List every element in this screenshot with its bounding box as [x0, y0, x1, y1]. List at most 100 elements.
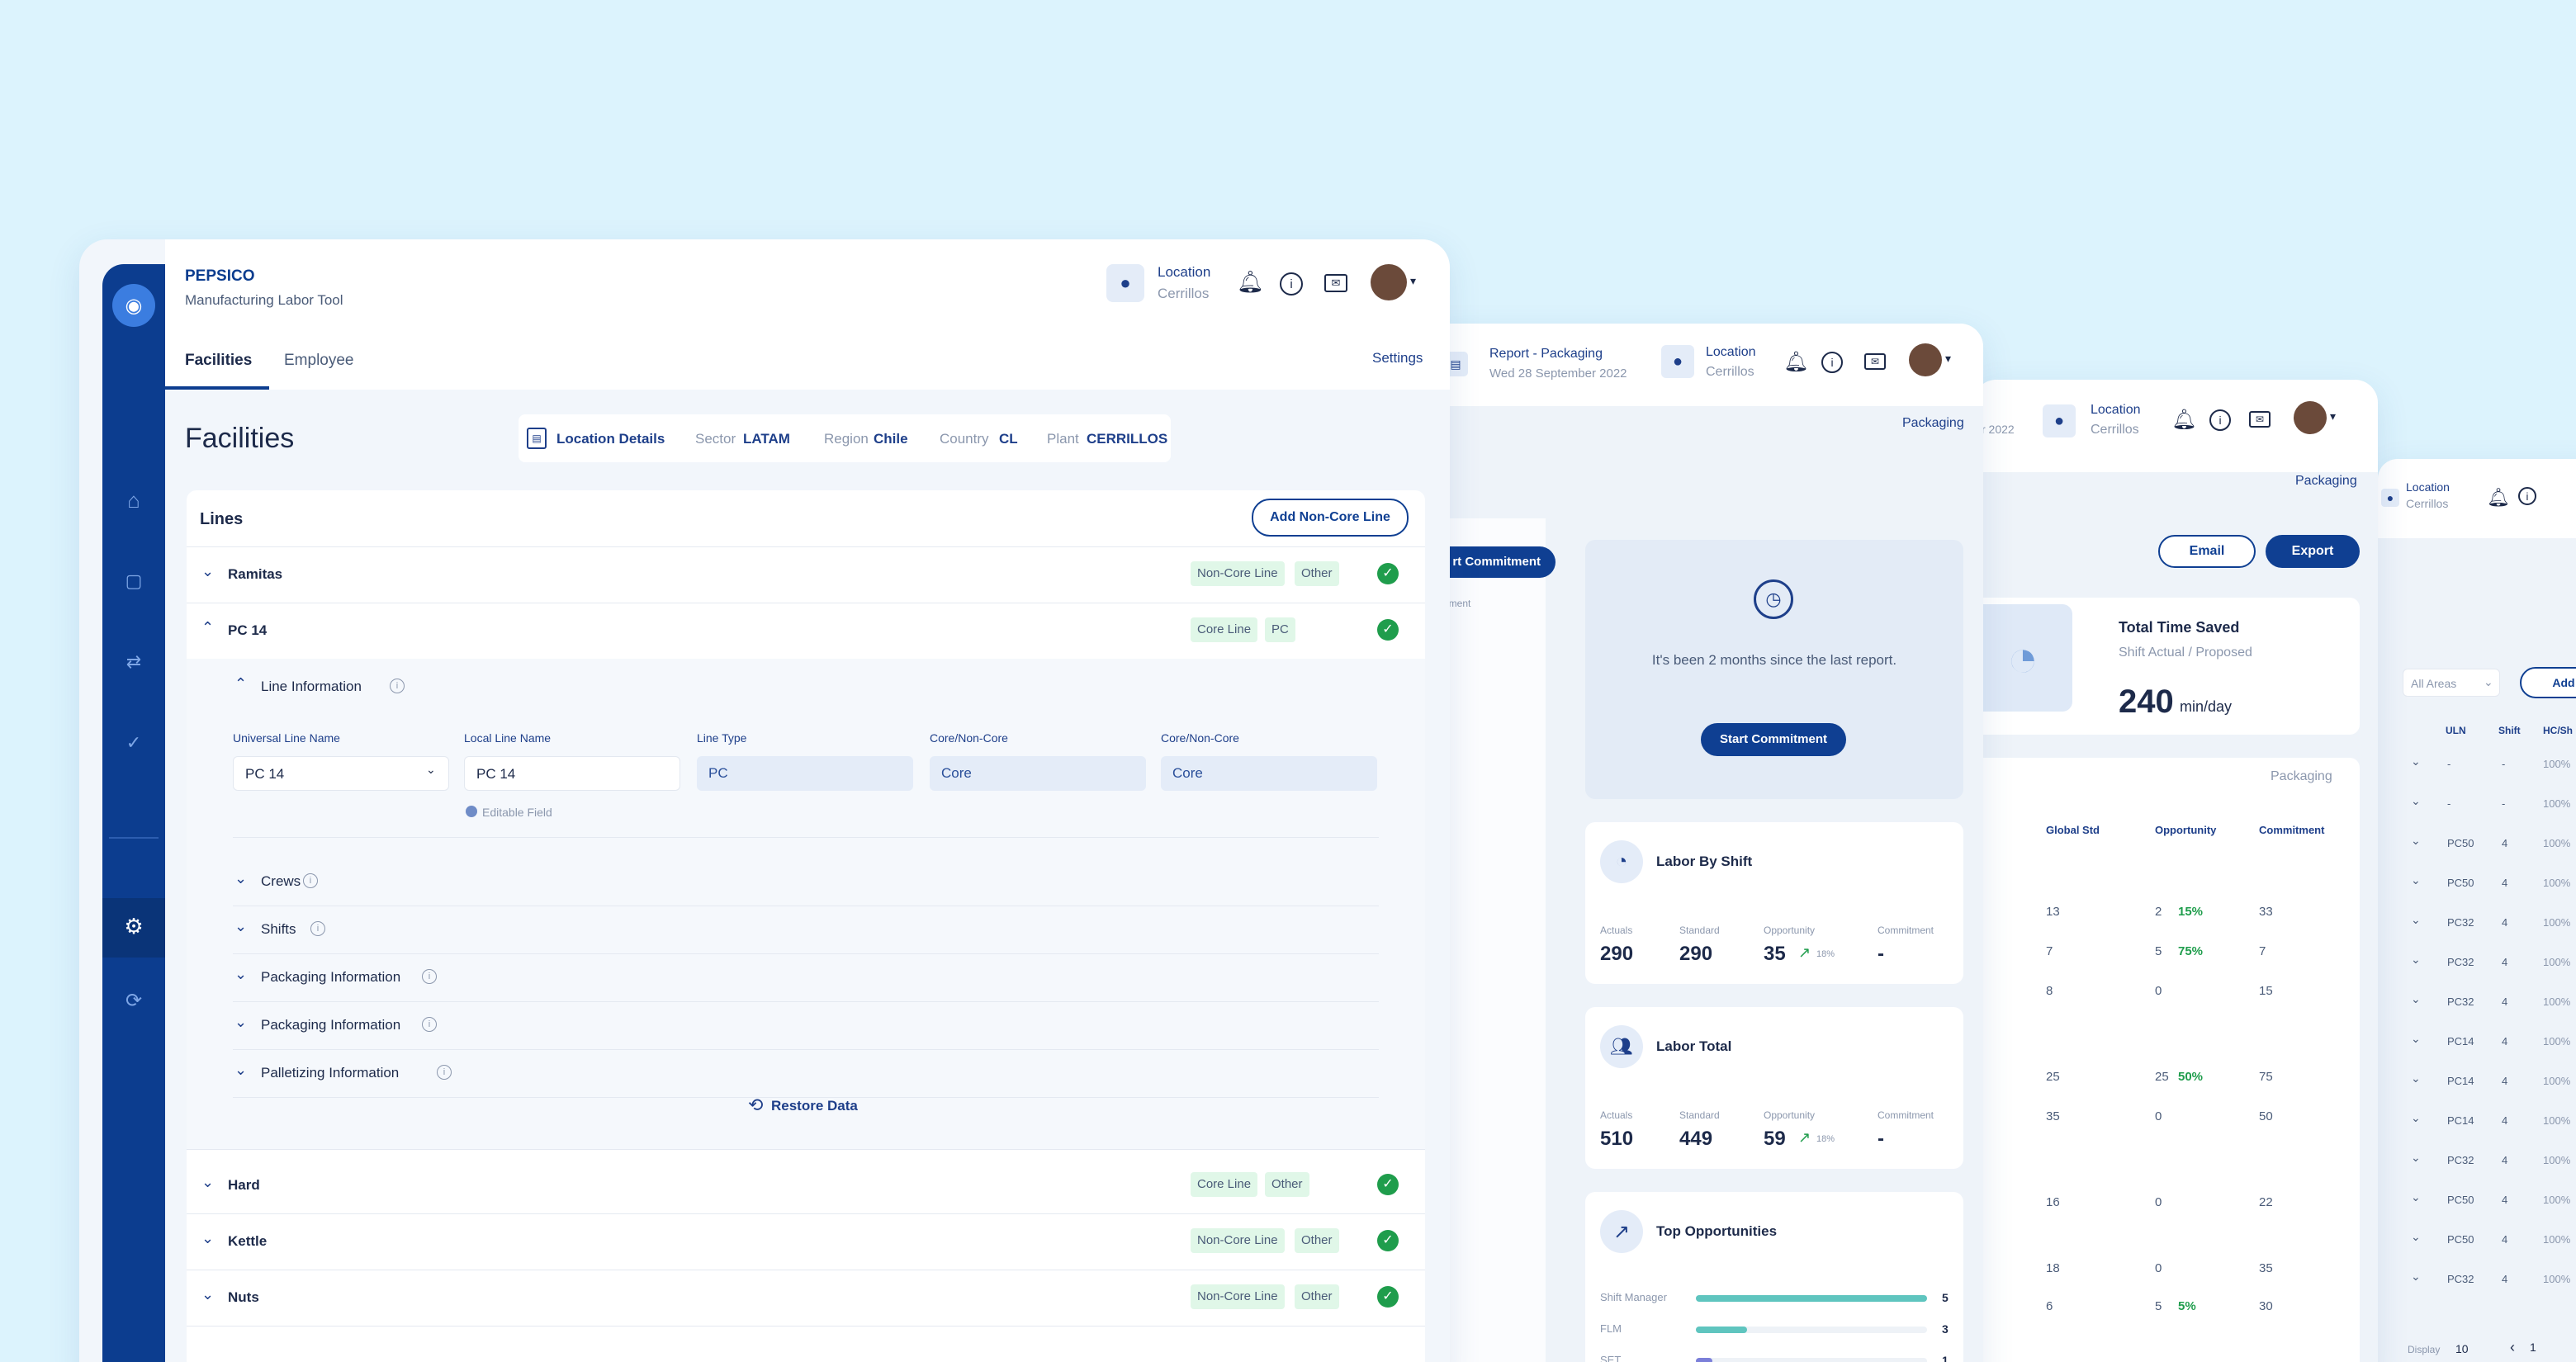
trend-up-icon: ↗ [1798, 944, 1811, 961]
info-icon: i [303, 873, 318, 888]
info-icon[interactable]: i [1821, 352, 1843, 373]
chevron-down-icon[interactable]: ⌄ [2411, 834, 2421, 847]
chevron-up-icon[interactable]: ⌃ [234, 675, 248, 692]
chevron-down-icon[interactable]: ⌄ [2411, 953, 2421, 966]
commitment-cell: 33 [2259, 905, 2273, 919]
hc-cell: 100% [2543, 1035, 2571, 1048]
line-type-tag: PC [1265, 617, 1295, 642]
chevron-down-icon[interactable]: ⌄ [2411, 1270, 2421, 1283]
uln-cell: PC32 [2447, 1273, 2474, 1285]
section-row[interactable]: ⌄ Palletizing Information i [187, 1050, 1425, 1098]
line-row-pc14[interactable]: ⌃ PC 14 Core Line PC ✓ [187, 603, 1425, 659]
actuals-value: 510 [1600, 1128, 1634, 1150]
chevron-down-icon[interactable]: ▾ [1945, 352, 1952, 365]
chevron-down-icon[interactable]: ⌄ [2411, 1111, 2421, 1124]
opportunity-value: 1 [1942, 1354, 1949, 1362]
filter-select[interactable] [2403, 669, 2500, 697]
opportunity-label: FLM [1600, 1322, 1622, 1335]
line-row-kettle[interactable]: ⌄ Kettle Non-Core Line Other ✓ [187, 1213, 1425, 1270]
opportunity-pct: 18% [1816, 949, 1835, 959]
chevron-down-icon[interactable]: ⌄ [2411, 992, 2421, 1005]
row-divider [233, 1049, 1379, 1050]
top-bar [1422, 324, 1983, 406]
add-button[interactable]: Add C [2520, 667, 2576, 698]
chevron-down-icon[interactable]: ⌄ [2411, 1032, 2421, 1045]
info-icon[interactable]: i [2518, 487, 2536, 505]
hc-cell: 100% [2543, 995, 2571, 1008]
restore-data-link[interactable]: Restore Data [771, 1098, 858, 1114]
line-row-hard[interactable]: ⌄ Hard Core Line Other ✓ [187, 1157, 1425, 1213]
start-commitment-button[interactable]: Start Commitment [1701, 723, 1846, 756]
tab-facilities[interactable]: Facilities [185, 352, 253, 369]
chevron-down-icon[interactable]: ⌄ [2411, 913, 2421, 926]
location-value: Cerrillos [2406, 497, 2449, 510]
mail-icon[interactable]: ✉ [1864, 353, 1886, 370]
chevron-down-icon[interactable]: ⌄ [2411, 873, 2421, 887]
line-type-tag: Other [1265, 1172, 1309, 1197]
chevron-down-icon[interactable]: ⌄ [2411, 1151, 2421, 1164]
sync-icon[interactable]: ⟳ [125, 989, 143, 1012]
restore-icon[interactable]: ⟲ [748, 1095, 764, 1115]
mail-icon[interactable]: ✉ [2249, 411, 2271, 428]
info-icon[interactable]: i [1280, 272, 1303, 296]
email-button[interactable]: Email [2158, 535, 2256, 568]
page-number[interactable]: 1 [2530, 1341, 2536, 1354]
sector-value: LATAM [743, 431, 790, 447]
bell-icon[interactable]: 🔔︎ [2171, 409, 2197, 431]
universal-line-name-select[interactable]: PC 14 [233, 756, 449, 791]
transfer-icon[interactable]: ⇄ [125, 651, 142, 672]
avatar[interactable] [1909, 343, 1942, 376]
info-icon[interactable]: i [2209, 409, 2231, 431]
uln-cell: PC50 [2447, 837, 2474, 849]
location-pin-icon: ● [2381, 489, 2399, 507]
standard-label: Standard [1679, 925, 1720, 936]
home-icon[interactable]: ⌂ [127, 487, 140, 513]
avatar[interactable] [2294, 401, 2327, 434]
line-name: Hard [228, 1177, 260, 1193]
field-label: Local Line Name [464, 731, 552, 745]
shift-clock-icon: ◔ [1600, 840, 1643, 883]
reminder-card: ◷ It's been 2 months since the last repo… [1585, 540, 1963, 799]
bell-icon[interactable]: 🔔︎ [1237, 269, 1265, 294]
row-divider [233, 837, 1379, 838]
avatar[interactable] [1371, 264, 1407, 300]
bell-icon[interactable]: 🔔︎ [2487, 487, 2510, 508]
local-line-name-input[interactable]: PC 14 [464, 756, 680, 791]
bell-icon[interactable]: 🔔︎ [1783, 351, 1809, 373]
settings-link[interactable]: Settings [1372, 350, 1423, 366]
add-non-core-line-button[interactable]: Add Non-Core Line [1252, 499, 1409, 537]
chevron-down-icon[interactable]: ⌄ [2411, 794, 2421, 807]
tablet-icon[interactable]: ▢ [125, 570, 143, 591]
sidebar-item-settings[interactable]: ⚙ [102, 898, 165, 958]
labor-by-shift-card: ◔ Labor By Shift Actuals Standard Opport… [1585, 822, 1963, 984]
chevron-down-icon[interactable]: ⌄ [2411, 1190, 2421, 1204]
section-row[interactable]: ⌄ Crews i [187, 858, 1425, 906]
line-row-nuts[interactable]: ⌄ Nuts Non-Core Line Other ✓ [187, 1270, 1425, 1326]
chevron-down-icon[interactable]: ⌄ [2411, 1230, 2421, 1243]
tab-employee[interactable]: Employee [284, 352, 354, 369]
section-title: Palletizing Information [261, 1065, 400, 1081]
chevron-down-icon: ⌄ [426, 763, 436, 776]
chevron-left-icon[interactable]: ‹ [2510, 1339, 2515, 1355]
uln-cell: PC14 [2447, 1114, 2474, 1127]
chevron-down-icon[interactable]: ▾ [1410, 274, 1417, 287]
hc-cell: 100% [2543, 1233, 2571, 1246]
checklist-icon[interactable]: ✓ [125, 732, 142, 753]
display-value[interactable]: 10 [2455, 1342, 2469, 1355]
line-type-field: PC [697, 756, 913, 791]
chevron-down-icon[interactable]: ▾ [2330, 409, 2337, 423]
export-button[interactable]: Export [2266, 535, 2360, 568]
chevron-down-icon[interactable]: ⌄ [2411, 754, 2421, 768]
section-row[interactable]: ⌄ Packaging Information i [187, 1002, 1425, 1050]
line-tag: Non-Core Line [1191, 1284, 1285, 1309]
chevron-down-icon[interactable]: ⌄ [2411, 1071, 2421, 1085]
line-row-ramitas[interactable]: ⌄ Ramitas Non-Core Line Other ✓ [187, 546, 1425, 603]
section-row[interactable]: ⌄ Packaging Information i [187, 954, 1425, 1002]
line-tag: Non-Core Line [1191, 1228, 1285, 1253]
mail-icon[interactable]: ✉ [1324, 274, 1347, 292]
packaging-label: Packaging [1902, 416, 1964, 430]
actuals-label: Actuals [1600, 925, 1633, 936]
chevron-down-icon: ⌄ [234, 1014, 248, 1030]
clock-icon: ◷ [1754, 579, 1793, 619]
section-row[interactable]: ⌄ Shifts i [187, 906, 1425, 954]
